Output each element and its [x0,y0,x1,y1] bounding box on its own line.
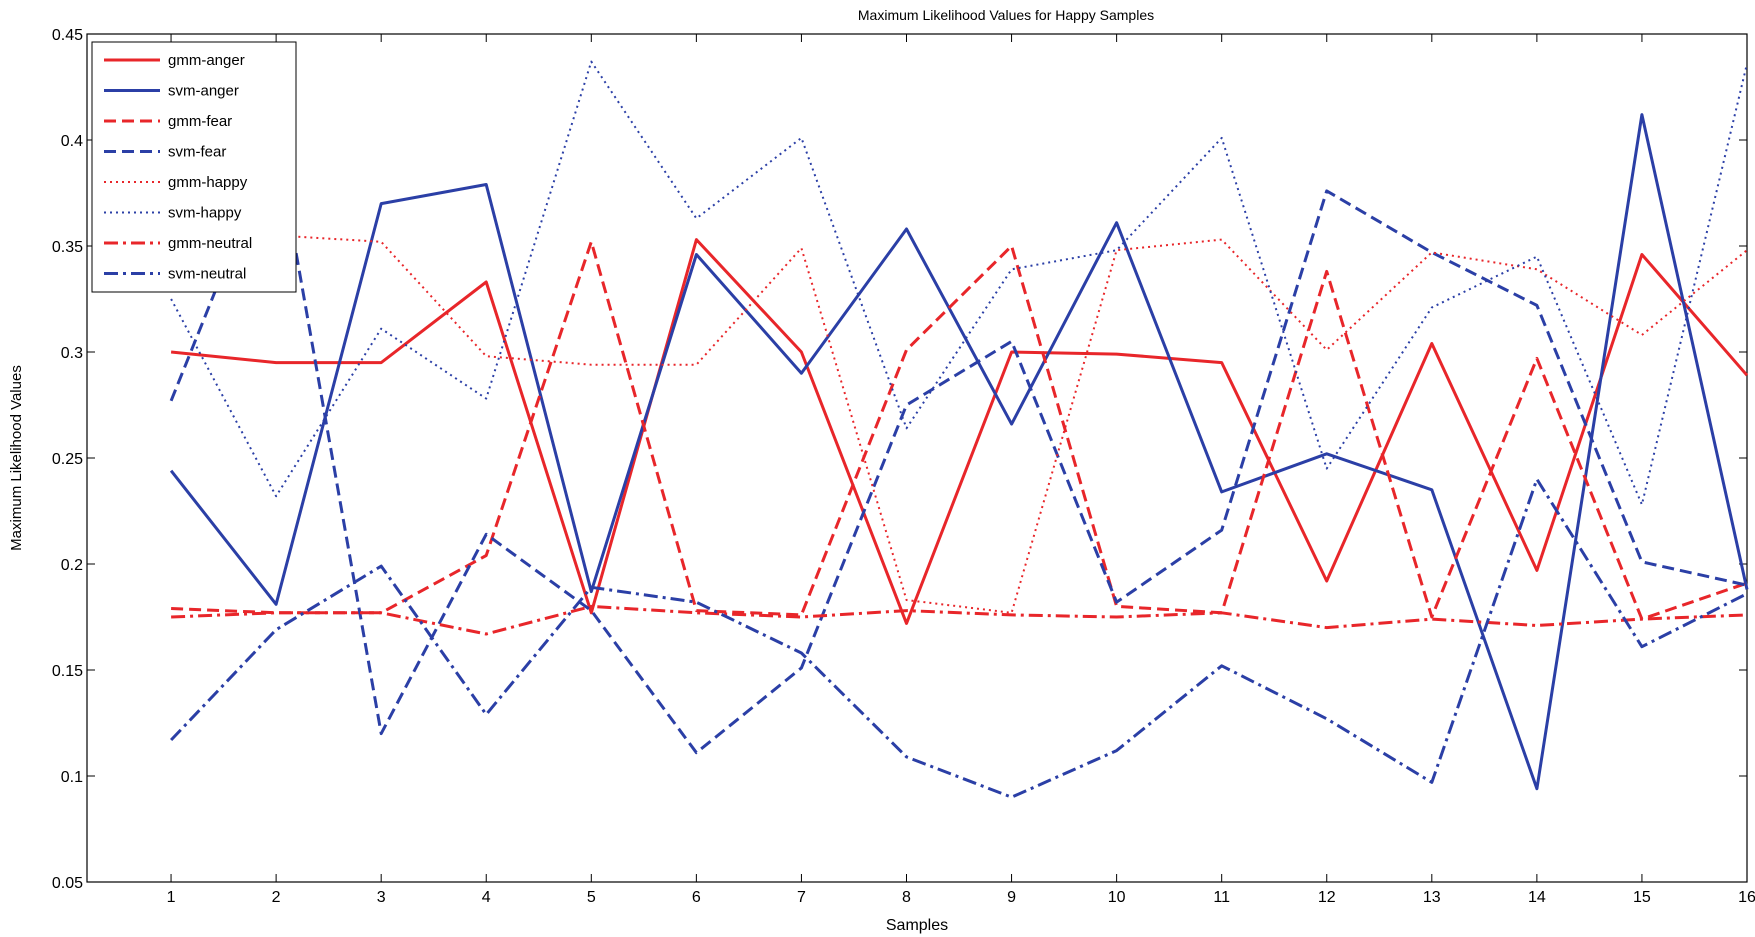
x-axis: 1 2 3 4 5 6 7 8 9 10 11 12 13 14 15 16 [167,34,1755,906]
y-tick-label: 0.05 [52,875,83,892]
legend-box [91,41,297,293]
x-tick-label: 12 [1318,889,1336,906]
x-tick-label: 16 [1738,889,1755,906]
x-tick-label: 5 [587,889,596,906]
series-layer [169,60,1749,799]
series-line-svm-neutral [170,477,1748,799]
legend: gmm-anger svm-anger gmm-fear svm-fear gmm-ha… [91,41,297,293]
y-axis: 0.05 0.1 0.15 0.2 0.25 0.3 0.35 0.4 0.45 [52,27,1747,892]
series-line-gmm-fear [171,240,1748,621]
chart-title: Maximum Likelihood Values for Happy Samp… [858,7,1154,23]
x-tick-label: 8 [902,889,911,906]
legend-label-gmm-neutral: gmm-neutral [168,235,252,252]
x-tick-label: 15 [1633,889,1651,906]
series-line-svm-fear [169,138,1748,755]
y-tick-label: 0.1 [61,769,83,786]
x-tick-label: 14 [1528,889,1546,906]
x-tick-label: 4 [482,889,491,906]
series-line-svm-anger [169,113,1749,791]
plot-frame [86,33,1748,883]
legend-label-gmm-happy: gmm-happy [168,174,248,191]
legend-label-svm-fear: svm-fear [168,144,226,161]
y-tick-label: 0.25 [52,451,83,468]
legend-label-svm-neutral: svm-neutral [168,266,246,283]
legend-entries: gmm-anger svm-anger gmm-fear svm-fear gmm-ha… [104,52,252,283]
x-tick-label: 13 [1423,889,1441,906]
y-axis-label: Maximum Likelihood Values [8,365,25,551]
legend-label-svm-happy: svm-happy [168,205,242,222]
legend-label-svm-anger: svm-anger [168,83,239,100]
series-line-gmm-anger [170,238,1749,625]
x-tick-label: 6 [692,889,701,906]
y-tick-label: 0.2 [61,557,83,574]
y-tick-label: 0.3 [61,345,83,362]
series-line-gmm-neutral [171,604,1748,636]
y-tick-label: 0.35 [52,239,83,256]
legend-label-gmm-anger: gmm-anger [168,52,245,69]
x-tick-label: 11 [1213,889,1230,906]
legend-label-gmm-fear: gmm-fear [168,113,232,130]
x-tick-label: 2 [272,889,281,906]
y-tick-label: 0.15 [52,663,83,680]
x-tick-label: 10 [1108,889,1126,906]
x-tick-label: 7 [797,889,806,906]
y-tick-label: 0.4 [61,133,83,150]
x-tick-label: 1 [167,889,176,906]
x-tick-label: 9 [1007,889,1016,906]
x-tick-label: 3 [377,889,386,906]
x-axis-label: Samples [886,917,948,934]
y-tick-label: 0.45 [52,27,83,44]
